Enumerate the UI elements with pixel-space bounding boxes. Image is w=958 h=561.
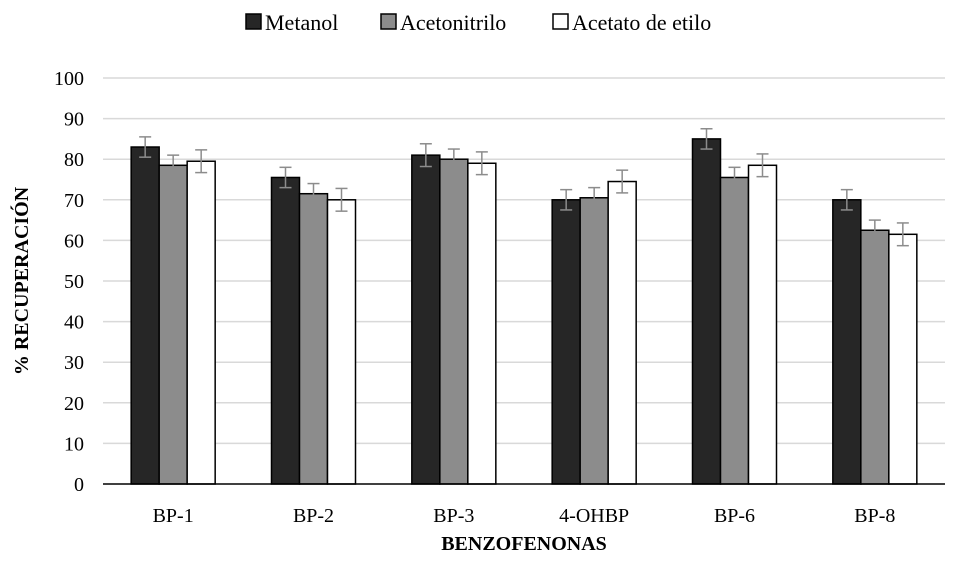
x-tick-label: BP-6	[714, 505, 755, 527]
y-axis-ticks: 0 10 20 30 40 50 60 70 80 90 100	[54, 68, 84, 496]
x-axis-ticks: BP-1 BP-2 BP-3 4-OHBP BP-6 BP-8	[153, 505, 896, 527]
bar-acetato-de-etilo	[326, 199, 357, 485]
bar-acetonitrilo	[719, 176, 750, 485]
y-tick-label: 90	[64, 109, 84, 131]
legend-swatch	[552, 13, 569, 30]
bar-acetato-de-etilo	[747, 164, 778, 485]
bar-acetato-de-etilo	[186, 160, 216, 485]
y-tick-label: 30	[64, 352, 84, 374]
legend-swatch	[380, 13, 397, 30]
bar-acetonitrilo	[439, 158, 469, 485]
bar-metanol	[411, 154, 441, 485]
x-tick-label: BP-8	[854, 505, 895, 527]
y-tick-label: 80	[64, 149, 84, 171]
legend: Metanol Acetonitrilo Acetato de etilo	[245, 10, 711, 35]
legend-label: Acetato de etilo	[572, 10, 711, 35]
legend-label: Metanol	[265, 10, 338, 35]
bar-acetato-de-etilo	[888, 233, 918, 485]
y-tick-label: 10	[64, 433, 84, 455]
bar-acetonitrilo	[298, 192, 329, 485]
bars	[130, 138, 918, 485]
y-axis-title: % RECUPERACIÓN	[9, 186, 33, 375]
bar-metanol	[270, 176, 301, 485]
x-tick-label: BP-1	[153, 505, 194, 527]
y-tick-label: 50	[64, 271, 84, 293]
x-tick-label: BP-3	[433, 505, 474, 527]
legend-label: Acetonitrilo	[400, 10, 506, 35]
bar-metanol	[832, 199, 862, 485]
bar-acetato-de-etilo	[467, 162, 497, 485]
bar-metanol	[551, 199, 581, 485]
x-axis-title: BENZOFENONAS	[441, 533, 607, 555]
y-tick-label: 40	[64, 312, 84, 334]
x-tick-label: BP-2	[293, 505, 334, 527]
y-tick-label: 20	[64, 393, 84, 415]
bar-acetato-de-etilo	[607, 180, 637, 485]
bar-acetonitrilo	[158, 164, 188, 485]
y-tick-label: 0	[74, 474, 84, 496]
legend-swatch	[245, 13, 262, 30]
bar-acetonitrilo	[860, 229, 890, 485]
y-tick-label: 100	[54, 68, 84, 90]
bar-metanol	[691, 138, 722, 485]
bar-metanol	[130, 146, 160, 485]
gridlines	[103, 77, 945, 445]
bar-acetonitrilo	[579, 197, 609, 485]
x-tick-label: 4-OHBP	[559, 505, 629, 527]
y-tick-label: 70	[64, 190, 84, 212]
y-tick-label: 60	[64, 230, 84, 252]
error-bars	[139, 128, 909, 247]
